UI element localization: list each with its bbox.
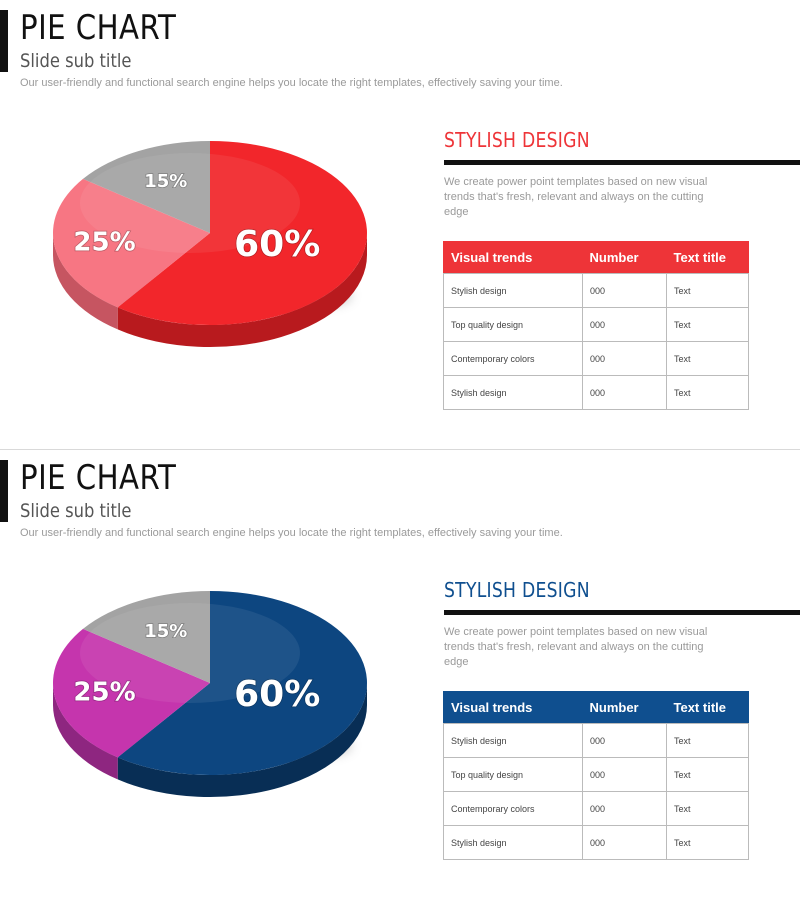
table-row: Stylish design 000 Text: [443, 375, 749, 410]
table-header-cell: Number: [582, 691, 667, 724]
slide-description: Our user-friendly and functional search …: [20, 77, 563, 89]
table-header-cell: Visual trends: [443, 241, 583, 274]
section-title: STYLISH DESIGN: [444, 128, 590, 152]
table-cell: 000: [582, 825, 667, 860]
table-cell: Text: [666, 723, 749, 758]
table-cell: 000: [582, 723, 667, 758]
slide-blue: PIE CHART Slide sub title Our user-frien…: [0, 450, 800, 900]
table-cell: Text: [666, 375, 749, 410]
pie-data-label: 25%: [73, 227, 135, 257]
pie-chart: 60% 25% 15%: [40, 125, 380, 415]
pie-chart-svg: 60% 25% 15%: [52, 141, 367, 347]
slide-title: PIE CHART: [20, 458, 177, 498]
pie-slice-side: [117, 683, 367, 797]
pie-slice-side: [117, 233, 367, 347]
table-header-row: Visual trends Number Text title: [443, 241, 749, 274]
title-accent-bar: [0, 460, 8, 522]
table-cell: 000: [582, 791, 667, 826]
pie-top-group: [52, 591, 367, 775]
pie-data-label: 60%: [234, 674, 320, 715]
table-cell: 000: [582, 341, 667, 376]
pie-slice: [82, 591, 210, 683]
table-cell: Top quality design: [443, 757, 583, 792]
table-header-cell: Visual trends: [443, 691, 583, 724]
pie-slice-side: [53, 233, 118, 330]
data-table: Visual trends Number Text title Stylish …: [443, 691, 749, 860]
slide-red: PIE CHART Slide sub title Our user-frien…: [0, 8, 800, 450]
table-row: Top quality design 000 Text: [443, 307, 749, 342]
table-cell: 000: [582, 307, 667, 342]
table-cell: Top quality design: [443, 307, 583, 342]
slide-subtitle: Slide sub title: [20, 50, 132, 72]
table-cell: Stylish design: [443, 723, 583, 758]
slide-title: PIE CHART: [20, 8, 177, 48]
table-cell: Stylish design: [443, 825, 583, 860]
table-row: Contemporary colors 000 Text: [443, 791, 749, 826]
slide-description: Our user-friendly and functional search …: [20, 527, 563, 539]
table-row: Stylish design 000 Text: [443, 825, 749, 860]
section-divider: [444, 610, 800, 615]
table-row: Stylish design 000 Text: [443, 723, 749, 758]
pie-data-label: 60%: [234, 224, 320, 265]
table-cell: Stylish design: [443, 273, 583, 308]
table-cell: Text: [666, 825, 749, 860]
data-table: Visual trends Number Text title Stylish …: [443, 241, 749, 410]
table-cell: 000: [582, 757, 667, 792]
pie-side-group: [53, 233, 367, 347]
pie-slice: [117, 141, 367, 325]
section-text: We create power point templates based on…: [444, 626, 708, 668]
pie-side-group: [53, 683, 367, 797]
table-header-cell: Text title: [666, 691, 749, 724]
pie-slice: [117, 591, 367, 775]
pie-chart-svg: 60% 25% 15%: [52, 591, 367, 797]
table-cell: Text: [666, 341, 749, 376]
slide-subtitle: Slide sub title: [20, 500, 132, 522]
table-cell: Text: [666, 307, 749, 342]
title-accent-bar: [0, 10, 8, 72]
table-cell: Text: [666, 273, 749, 308]
table-cell: Text: [666, 757, 749, 792]
table-cell: Text: [666, 791, 749, 826]
section-divider: [444, 160, 800, 165]
table-row: Stylish design 000 Text: [443, 273, 749, 308]
pie-chart: 60% 25% 15%: [40, 575, 380, 865]
table-row: Top quality design 000 Text: [443, 757, 749, 792]
section-text: We create power point templates based on…: [444, 176, 708, 218]
table-row: Contemporary colors 000 Text: [443, 341, 749, 376]
pie-slice-side: [53, 683, 118, 780]
pie-gloss: [80, 603, 300, 703]
table-cell: Contemporary colors: [443, 341, 583, 376]
pie-slice: [52, 178, 210, 308]
pie-gloss: [80, 153, 300, 253]
pie-top-group: [52, 141, 367, 325]
table-cell: 000: [582, 273, 667, 308]
pie-data-label: 25%: [73, 677, 135, 707]
section-title: STYLISH DESIGN: [444, 578, 590, 602]
table-header-cell: Number: [582, 241, 667, 274]
table-cell: Contemporary colors: [443, 791, 583, 826]
table-header-row: Visual trends Number Text title: [443, 691, 749, 724]
pie-data-label: 15%: [144, 621, 187, 642]
table-header-cell: Text title: [666, 241, 749, 274]
pie-slice: [52, 628, 210, 758]
table-cell: Stylish design: [443, 375, 583, 410]
pie-slice: [82, 141, 210, 233]
pie-data-label: 15%: [144, 171, 187, 192]
table-cell: 000: [582, 375, 667, 410]
